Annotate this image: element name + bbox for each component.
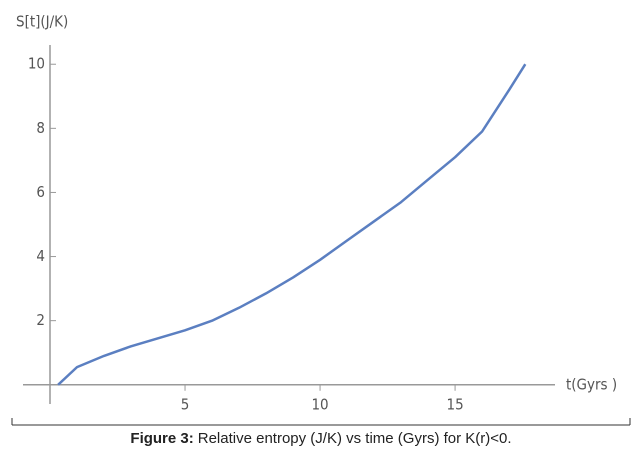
- line-series: [57, 63, 527, 386]
- x-axis-label: t(Gyrs ): [566, 376, 617, 394]
- chart: S[t](J/K) t(Gyrs ) 5 10 15 2 4 6 8 10: [11, 13, 631, 426]
- y-tick-label: 10: [28, 55, 45, 73]
- y-tick-label: 8: [36, 119, 45, 137]
- y-tick-label: 4: [36, 247, 45, 265]
- caption-label: Figure 3:: [130, 430, 194, 447]
- x-tick-label: 15: [446, 395, 463, 413]
- x-tick-label: 5: [181, 395, 190, 413]
- caption-text: Relative entropy (J/K) vs time (Gyrs) fo…: [197, 430, 512, 447]
- caption: Figure 3: Relative entropy (J/K) vs time …: [0, 430, 642, 447]
- y-tick-label: 6: [36, 183, 45, 201]
- y-axis-label: S[t](J/K): [16, 13, 68, 31]
- y-tick-label: 2: [36, 311, 45, 329]
- x-tick-label: 10: [311, 395, 328, 413]
